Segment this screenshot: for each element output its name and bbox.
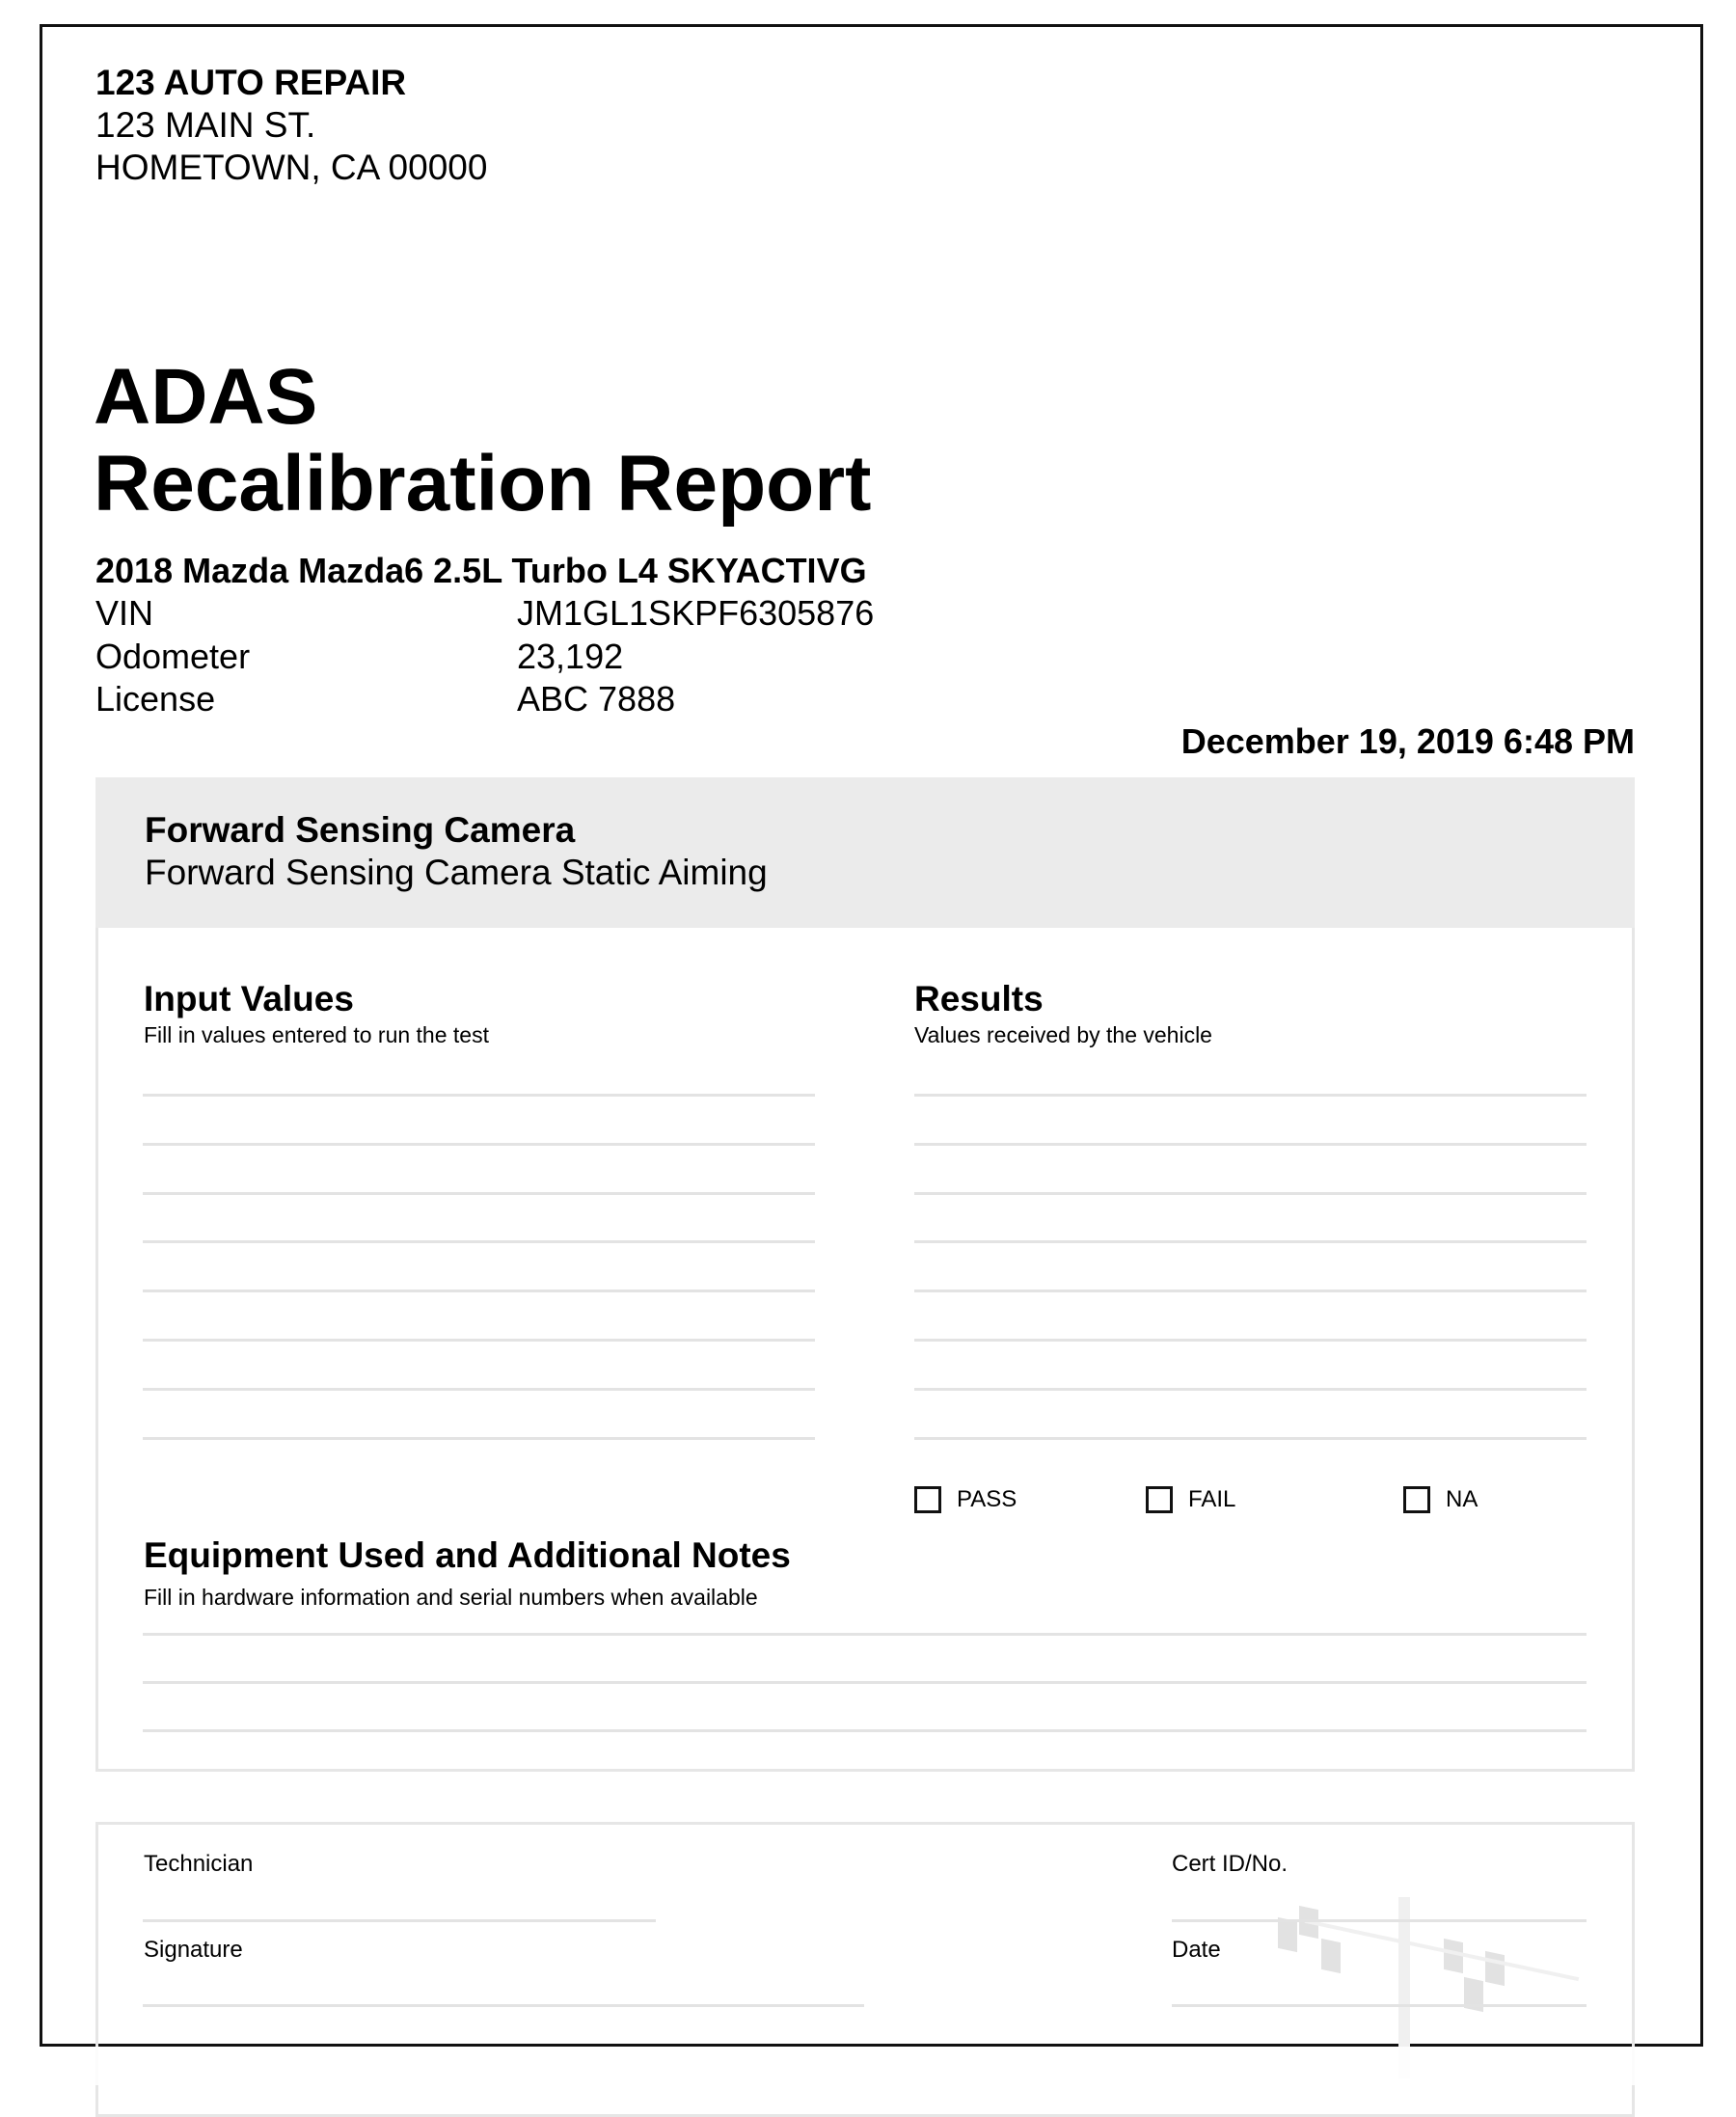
input-value-line[interactable] <box>143 1094 815 1097</box>
system-name: Forward Sensing Camera <box>145 810 576 850</box>
pass-label: PASS <box>957 1486 1017 1512</box>
report-datetime: December 19, 2019 6:48 PM <box>1180 721 1635 761</box>
equipment-heading: Equipment Used and Additional Notes <box>144 1535 791 1575</box>
equipment-subtitle: Fill in hardware information and serial … <box>144 1585 758 1610</box>
result-value-line[interactable] <box>914 1191 1587 1195</box>
input-value-line[interactable] <box>143 1387 815 1391</box>
na-checkbox[interactable] <box>1403 1486 1430 1513</box>
equipment-line[interactable] <box>143 1729 1587 1732</box>
report-title-line1: ADAS <box>94 353 318 441</box>
vehicle-description: 2018 Mazda Mazda6 2.5L Turbo L4 SKYACTIV… <box>95 551 867 590</box>
input-value-line[interactable] <box>143 1240 815 1244</box>
result-value-line[interactable] <box>914 1339 1587 1342</box>
result-value-line[interactable] <box>914 1387 1587 1391</box>
shop-name: 123 AUTO REPAIR <box>95 63 407 102</box>
input-value-line[interactable] <box>143 1339 815 1342</box>
page-bottom-margin <box>0 2047 1736 2085</box>
fail-checkbox[interactable] <box>1146 1486 1173 1513</box>
equipment-line[interactable] <box>143 1633 1587 1636</box>
shop-city: HOMETOWN, CA 00000 <box>95 148 488 187</box>
result-value-line[interactable] <box>914 1289 1587 1293</box>
input-value-line[interactable] <box>143 1191 815 1195</box>
result-value-line[interactable] <box>914 1436 1587 1440</box>
odometer-value: 23,192 <box>517 637 624 676</box>
input-values-heading: Input Values <box>144 979 354 1018</box>
test-panel <box>95 928 1635 1772</box>
report-page <box>40 24 1703 2047</box>
odometer-label: Odometer <box>95 637 251 676</box>
input-values-subtitle: Fill in values entered to run the test <box>144 1022 489 1047</box>
shop-street: 123 MAIN ST. <box>95 105 316 145</box>
na-label: NA <box>1446 1486 1478 1512</box>
procedure-name: Forward Sensing Camera Static Aiming <box>145 853 768 892</box>
date-label: Date <box>1172 1937 1221 1963</box>
input-value-line[interactable] <box>143 1289 815 1293</box>
results-heading: Results <box>914 979 1044 1018</box>
signature-label: Signature <box>144 1937 243 1963</box>
pass-checkbox[interactable] <box>914 1486 941 1513</box>
fail-label: FAIL <box>1188 1486 1236 1512</box>
technician-label: Technician <box>144 1851 254 1877</box>
equipment-line[interactable] <box>143 1681 1587 1684</box>
signature-line[interactable] <box>143 2004 864 2007</box>
input-value-line[interactable] <box>143 1142 815 1146</box>
result-value-line[interactable] <box>914 1094 1587 1097</box>
technician-line[interactable] <box>143 1919 656 1922</box>
system-header: Forward Sensing Camera Forward Sensing C… <box>95 777 1635 928</box>
license-label: License <box>95 679 216 719</box>
report-title-line2: Recalibration Report <box>94 440 872 528</box>
date-line[interactable] <box>1172 2004 1587 2007</box>
license-value: ABC 7888 <box>517 679 676 719</box>
cert-label: Cert ID/No. <box>1172 1851 1288 1877</box>
result-value-line[interactable] <box>914 1142 1587 1146</box>
vin-label: VIN <box>95 593 154 633</box>
result-value-line[interactable] <box>914 1240 1587 1244</box>
cert-line[interactable] <box>1172 1919 1587 1922</box>
input-value-line[interactable] <box>143 1436 815 1440</box>
results-subtitle: Values received by the vehicle <box>914 1022 1212 1047</box>
vin-value: JM1GL1SKPF6305876 <box>517 593 875 633</box>
